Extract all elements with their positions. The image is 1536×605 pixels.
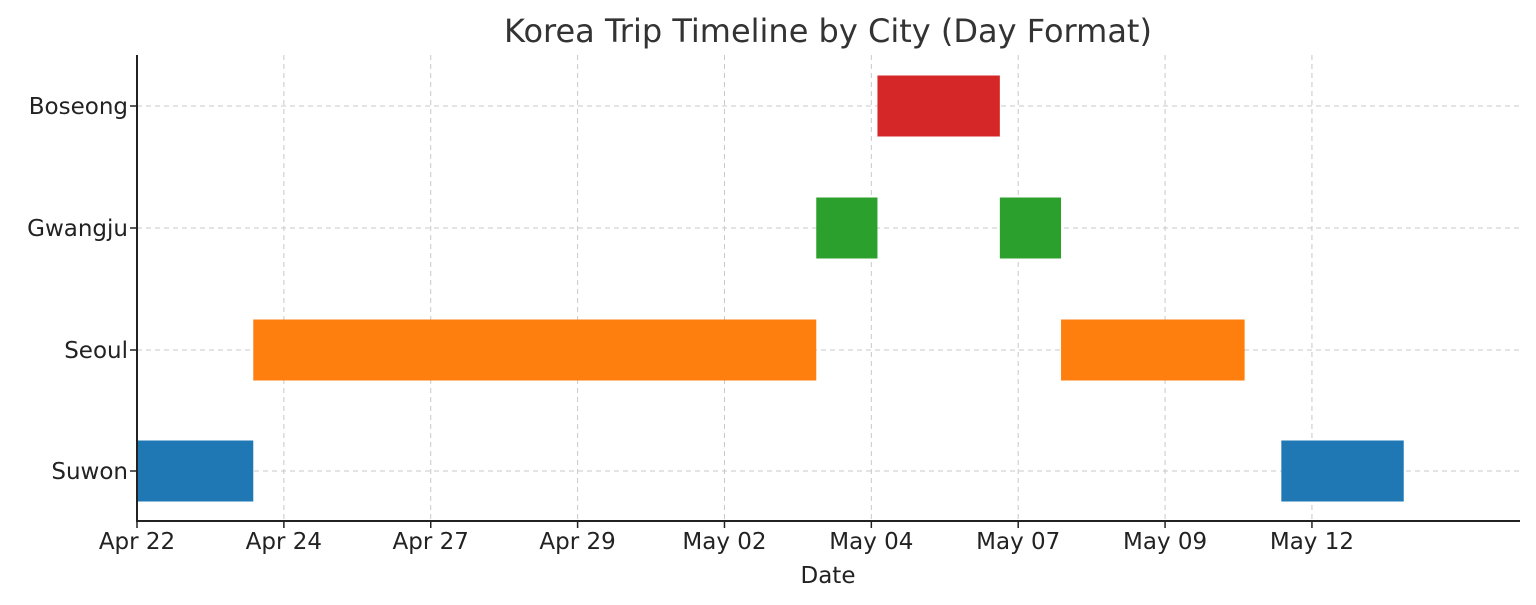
bar-seoul <box>1061 319 1245 381</box>
x-tick-label: May 07 <box>976 529 1060 555</box>
x-tick-label: May 02 <box>682 529 766 555</box>
x-tick-label: May 09 <box>1123 529 1207 555</box>
y-tick-label-gwangju: Gwangju <box>27 216 128 242</box>
bar-suwon <box>1281 440 1404 502</box>
x-tick-label: Apr 24 <box>246 529 322 555</box>
x-axis-label: Date <box>801 563 856 589</box>
y-tick-label-seoul: Seoul <box>64 338 128 364</box>
x-tick-label: May 12 <box>1270 529 1354 555</box>
bar-seoul <box>253 319 817 381</box>
x-tick-label: May 04 <box>829 529 913 555</box>
x-tick-labels: Apr 22 Apr 24 Apr 27 Apr 29 May 02 May 04 May … <box>99 529 1354 555</box>
bar-gwangju <box>816 197 878 259</box>
bar-suwon <box>137 440 254 502</box>
y-tick-label-boseong: Boseong <box>29 94 128 120</box>
x-tick-label: Apr 29 <box>539 529 615 555</box>
bar-gwangju <box>999 197 1062 259</box>
y-tick-label-suwon: Suwon <box>51 459 128 485</box>
x-tick-label: Apr 27 <box>393 529 469 555</box>
bar-boseong <box>877 75 1000 137</box>
chart-title: Korea Trip Timeline by City (Day Format) <box>504 12 1152 50</box>
bars <box>137 75 1404 502</box>
x-tick-label: Apr 22 <box>99 529 175 555</box>
axes <box>130 55 1520 528</box>
y-tick-labels: Suwon Seoul Gwangju Boseong <box>27 94 128 485</box>
